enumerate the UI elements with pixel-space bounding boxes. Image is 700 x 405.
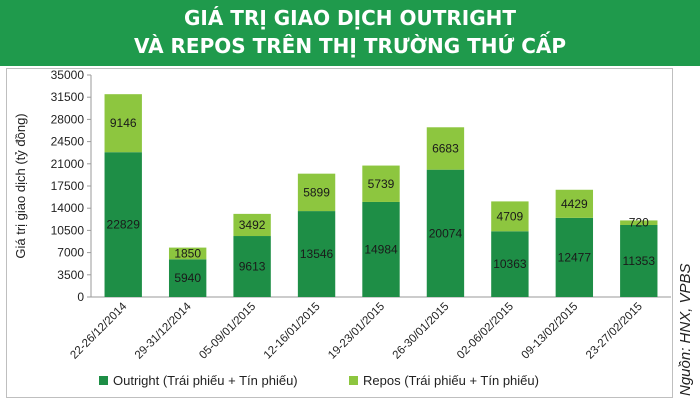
outright-bar [297, 211, 336, 297]
outright-bar [555, 217, 594, 297]
outright-value-label: 22829 [107, 218, 141, 232]
repos-value-label: 6683 [432, 141, 459, 155]
x-tick-label: 26-30/01/2015 [391, 301, 452, 362]
repos-bar [555, 189, 594, 218]
y-tick-label: 3500 [57, 268, 84, 282]
stacked-bar-chart: 0 3500 7000 10500 14000 17500 21000 24500 28000 3… [13, 69, 671, 388]
repos-bar [297, 173, 336, 212]
x-tick-label: 09-13/02/2015 [520, 301, 581, 362]
repos-value-label: 1850 [174, 246, 201, 260]
outright-value-label: 13546 [300, 247, 334, 261]
source-note: Nguồn: HNX, VPBS [675, 250, 697, 400]
outright-value-label: 20074 [429, 226, 463, 240]
repos-value-label: 720 [629, 216, 649, 230]
outright-bar [233, 236, 271, 297]
x-tick-label: 12-16/01/2015 [262, 301, 323, 362]
y-tick-label: 7000 [57, 246, 84, 260]
outright-bar [620, 224, 658, 297]
y-tick-label: 35000 [51, 69, 85, 82]
outright-bar [491, 231, 529, 297]
y-tick-label: 0 [77, 290, 84, 304]
source-text: Nguồn: HNX, VPBS [677, 263, 694, 396]
outright-bar [426, 169, 465, 297]
repos-value-label: 5899 [303, 185, 330, 199]
repos-bar [426, 127, 465, 170]
x-tick-label: 02-06/02/2015 [455, 301, 516, 362]
legend-outright-label: Outright (Trái phiếu + Tín phiếu) [113, 373, 298, 388]
y-tick-label: 24500 [51, 135, 85, 149]
outright-bar [104, 152, 142, 297]
legend-outright-swatch [99, 376, 108, 385]
outright-value-label: 11353 [623, 254, 656, 268]
outright-value-label: 12477 [558, 250, 592, 264]
x-tick-label: 23-27/02/2015 [584, 301, 645, 362]
outright-value-label: 5940 [174, 271, 201, 285]
legend-repos-label: Repos (Trái phiếu + Tín phiếu) [363, 373, 539, 388]
y-axis-label: Giá trị giao dịch (tỷ đồng) [13, 113, 28, 258]
repos-value-label: 9146 [110, 116, 137, 130]
repos-value-label: 4429 [561, 197, 588, 211]
repos-bar [362, 165, 400, 202]
y-tick-label: 31500 [51, 90, 85, 104]
x-tick-label: 29-31/12/2014 [133, 300, 194, 361]
y-tick-label: 17500 [51, 179, 85, 193]
repos-value-label: 4709 [497, 209, 524, 223]
y-tick-label: 21000 [51, 157, 85, 171]
legend-repos-swatch [349, 376, 358, 385]
x-tick-label: 19-23/01/2015 [326, 301, 387, 362]
outright-bar [362, 201, 400, 297]
repos-bar [104, 94, 142, 153]
outright-value-label: 10363 [493, 257, 527, 271]
chart-title-line1: GIÁ TRỊ GIAO DỊCH OUTRIGHT [184, 6, 516, 30]
repos-bar [233, 213, 271, 237]
y-tick-label: 10500 [51, 223, 85, 237]
y-tick-label: 14000 [51, 201, 85, 215]
repos-bar [491, 201, 529, 232]
chart-header: GIÁ TRỊ GIAO DỊCH OUTRIGHT VÀ REPOS TRÊN… [0, 0, 700, 66]
outright-bar [168, 259, 207, 297]
y-tick-label: 28000 [51, 112, 85, 126]
chart-panel: 0 3500 7000 10500 14000 17500 21000 24500 28000 3… [6, 68, 673, 398]
chart-title-line2: VÀ REPOS TRÊN THỊ TRƯỜNG THỨ CẤP [133, 34, 567, 58]
repos-value-label: 3492 [239, 218, 266, 232]
x-tick-label: 22-26/12/2014 [68, 300, 129, 361]
x-tick-label: 05-09/01/2015 [197, 301, 258, 362]
repos-bar [620, 220, 658, 225]
outright-value-label: 9613 [239, 260, 266, 274]
repos-value-label: 5739 [368, 177, 395, 191]
outright-value-label: 14984 [364, 242, 398, 256]
repos-bar [168, 247, 207, 260]
